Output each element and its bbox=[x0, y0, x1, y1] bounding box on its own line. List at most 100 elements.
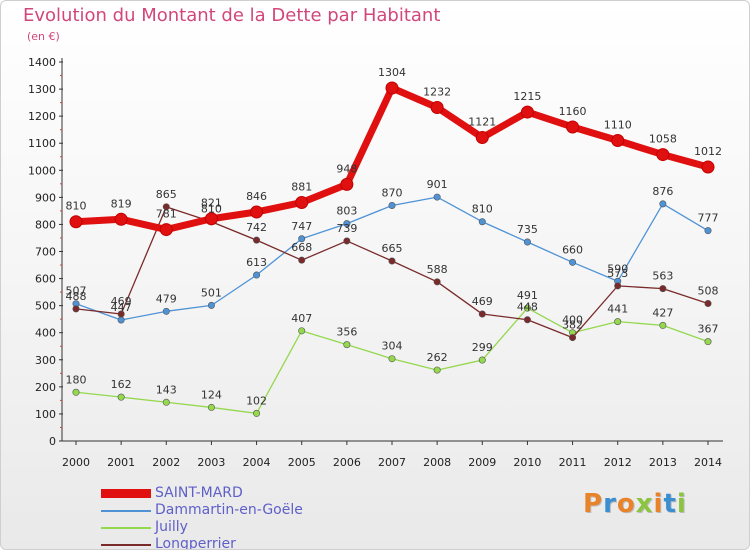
legend-label: SAINT-MARD bbox=[155, 485, 243, 501]
data-label-dammartin-en-go-le: 447 bbox=[111, 301, 132, 314]
y-tick-label: 200 bbox=[35, 381, 56, 394]
data-point-saint-mard bbox=[295, 196, 309, 210]
data-point-dammartin-en-go-le bbox=[569, 258, 577, 266]
data-point-saint-mard bbox=[385, 81, 399, 95]
data-point-dammartin-en-go-le bbox=[298, 235, 306, 243]
data-point-longperrier bbox=[343, 237, 351, 245]
x-tick-label: 2003 bbox=[197, 456, 225, 469]
data-point-dammartin-en-go-le bbox=[523, 238, 531, 246]
data-point-juilly bbox=[298, 327, 306, 335]
data-label-juilly: 143 bbox=[156, 383, 177, 396]
data-label-saint-mard: 1012 bbox=[694, 145, 722, 158]
data-point-juilly bbox=[433, 366, 441, 374]
x-tick-label: 2012 bbox=[604, 456, 632, 469]
data-point-dammartin-en-go-le bbox=[704, 227, 712, 235]
y-tick-label: 1400 bbox=[28, 56, 56, 69]
data-label-longperrier: 448 bbox=[517, 301, 538, 314]
data-label-juilly: 162 bbox=[111, 378, 132, 391]
data-label-longperrier: 668 bbox=[291, 241, 312, 254]
x-tick-label: 2000 bbox=[62, 456, 90, 469]
data-label-saint-mard: 846 bbox=[246, 190, 267, 203]
data-label-dammartin-en-go-le: 901 bbox=[427, 178, 448, 191]
data-point-longperrier bbox=[433, 278, 441, 286]
data-label-saint-mard: 1304 bbox=[378, 66, 406, 79]
data-point-saint-mard bbox=[204, 212, 218, 226]
data-point-saint-mard bbox=[159, 223, 173, 237]
data-point-longperrier bbox=[72, 305, 80, 313]
data-point-longperrier bbox=[659, 285, 667, 293]
data-label-saint-mard: 1110 bbox=[604, 119, 632, 132]
data-point-dammartin-en-go-le bbox=[388, 201, 396, 209]
data-point-saint-mard bbox=[520, 105, 534, 119]
logo-letter: i bbox=[676, 489, 687, 519]
data-label-dammartin-en-go-le: 870 bbox=[382, 186, 403, 199]
data-point-juilly bbox=[659, 321, 667, 329]
y-tick-label: 700 bbox=[35, 246, 56, 259]
x-tick-label: 2011 bbox=[559, 456, 587, 469]
data-label-dammartin-en-go-le: 803 bbox=[336, 205, 357, 218]
data-label-saint-mard: 821 bbox=[201, 197, 222, 210]
data-label-dammartin-en-go-le: 479 bbox=[156, 292, 177, 305]
y-tick-label: 1300 bbox=[28, 83, 56, 96]
y-tick-label: 1100 bbox=[28, 137, 56, 150]
data-point-longperrier bbox=[298, 256, 306, 264]
data-label-juilly: 299 bbox=[472, 341, 493, 354]
data-label-juilly: 407 bbox=[291, 312, 312, 325]
data-point-longperrier bbox=[614, 282, 622, 290]
x-tick-label: 2010 bbox=[513, 456, 541, 469]
data-label-longperrier: 810 bbox=[201, 203, 222, 216]
data-label-longperrier: 488 bbox=[66, 290, 87, 303]
x-tick-label: 2009 bbox=[468, 456, 496, 469]
data-point-longperrier bbox=[253, 236, 261, 244]
data-label-juilly: 400 bbox=[562, 314, 583, 327]
y-tick-label: 900 bbox=[35, 191, 56, 204]
data-point-juilly bbox=[117, 393, 125, 401]
data-label-saint-mard: 1232 bbox=[423, 85, 451, 98]
data-point-saint-mard bbox=[69, 215, 83, 229]
data-label-dammartin-en-go-le: 501 bbox=[201, 286, 222, 299]
data-point-dammartin-en-go-le bbox=[253, 271, 261, 279]
data-point-juilly bbox=[704, 338, 712, 346]
y-tick-label: 1200 bbox=[28, 110, 56, 123]
data-label-juilly: 304 bbox=[382, 340, 403, 353]
data-point-dammartin-en-go-le bbox=[162, 307, 170, 315]
data-point-saint-mard bbox=[250, 205, 264, 219]
x-tick-label: 2008 bbox=[423, 456, 451, 469]
data-point-saint-mard bbox=[611, 134, 625, 148]
data-label-dammartin-en-go-le: 735 bbox=[517, 223, 538, 236]
data-label-dammartin-en-go-le: 810 bbox=[472, 203, 493, 216]
data-point-dammartin-en-go-le bbox=[433, 193, 441, 201]
y-tick-label: 400 bbox=[35, 327, 56, 340]
data-point-dammartin-en-go-le bbox=[117, 316, 125, 324]
data-point-dammartin-en-go-le bbox=[207, 301, 215, 309]
legend-label: Dammartin-en-Goële bbox=[155, 502, 303, 518]
data-label-longperrier: 665 bbox=[382, 242, 403, 255]
logo-letter: P bbox=[583, 489, 604, 519]
proxiti-logo: Proxiti bbox=[583, 489, 687, 519]
data-label-longperrier: 469 bbox=[111, 295, 132, 308]
data-label-saint-mard: 1160 bbox=[559, 105, 587, 118]
data-label-dammartin-en-go-le: 876 bbox=[652, 185, 673, 198]
y-tick-label: 1000 bbox=[28, 164, 56, 177]
legend-swatch bbox=[101, 489, 151, 498]
data-label-juilly: 262 bbox=[427, 351, 448, 364]
logo-letter: r bbox=[603, 489, 617, 519]
data-point-juilly bbox=[343, 341, 351, 349]
data-point-saint-mard bbox=[340, 177, 354, 191]
data-label-longperrier: 739 bbox=[336, 222, 357, 235]
data-label-longperrier: 742 bbox=[246, 221, 267, 234]
data-point-saint-mard bbox=[430, 100, 444, 114]
x-tick-label: 2001 bbox=[107, 456, 135, 469]
data-label-saint-mard: 948 bbox=[336, 162, 357, 175]
data-label-longperrier: 469 bbox=[472, 295, 493, 308]
x-tick-label: 2007 bbox=[378, 456, 406, 469]
data-label-dammartin-en-go-le: 660 bbox=[562, 243, 583, 256]
data-point-longperrier bbox=[388, 257, 396, 265]
logo-letter: t bbox=[663, 489, 677, 519]
data-point-juilly bbox=[478, 356, 486, 364]
data-point-saint-mard bbox=[475, 131, 489, 145]
data-label-longperrier: 563 bbox=[652, 270, 673, 283]
data-point-longperrier bbox=[117, 310, 125, 318]
